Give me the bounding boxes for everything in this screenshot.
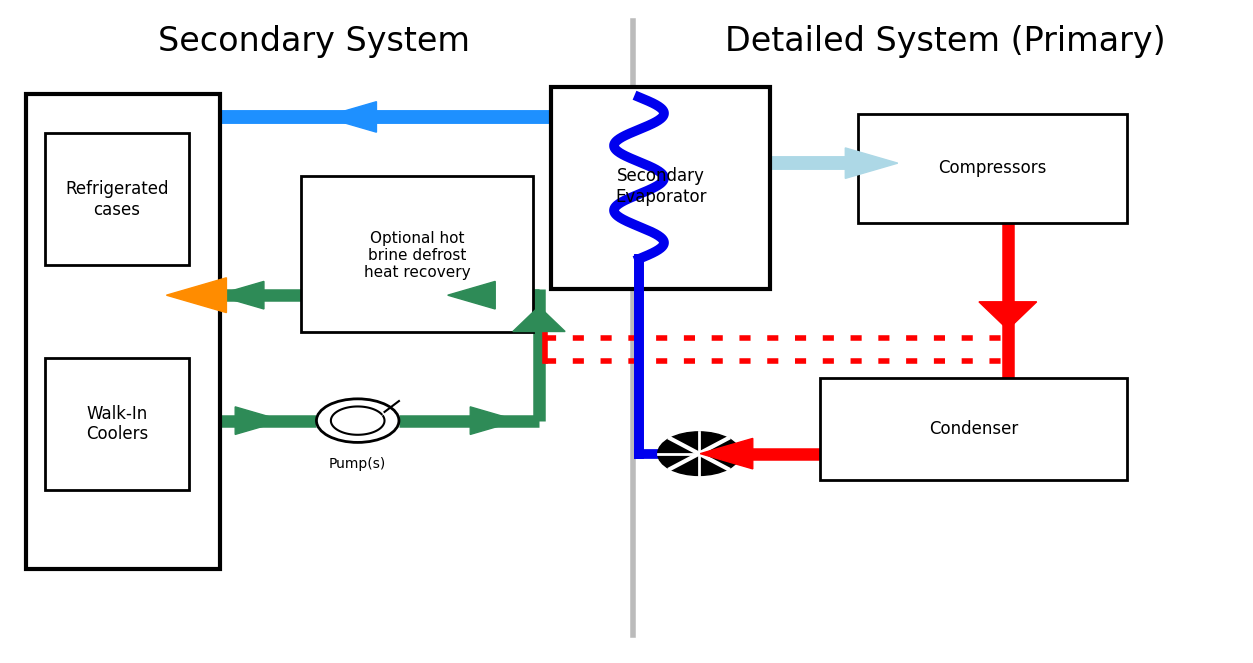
Bar <box>45 133 189 265</box>
Text: Optional hot
brine defrost
heat recovery: Optional hot brine defrost heat recovery <box>363 231 470 280</box>
Circle shape <box>317 399 398 442</box>
Text: Compressors: Compressors <box>938 158 1046 177</box>
Bar <box>821 378 1126 480</box>
Polygon shape <box>217 281 264 309</box>
Text: Walk-In
Coolers: Walk-In Coolers <box>86 404 148 444</box>
Polygon shape <box>700 438 753 469</box>
Polygon shape <box>325 101 376 132</box>
Polygon shape <box>470 407 517 434</box>
Text: Secondary System: Secondary System <box>158 25 470 58</box>
Bar <box>302 176 533 332</box>
Bar <box>858 113 1126 223</box>
Text: Detailed System (Primary): Detailed System (Primary) <box>725 25 1165 58</box>
Polygon shape <box>512 306 565 332</box>
Polygon shape <box>236 407 283 434</box>
Text: Condenser: Condenser <box>928 420 1017 438</box>
Bar <box>26 94 221 569</box>
Polygon shape <box>447 281 495 309</box>
Polygon shape <box>846 148 898 178</box>
Circle shape <box>658 432 741 475</box>
Polygon shape <box>167 278 227 313</box>
Polygon shape <box>979 302 1036 330</box>
Text: Secondary
Evaporator: Secondary Evaporator <box>615 167 707 206</box>
Text: Refrigerated
cases: Refrigerated cases <box>65 180 169 219</box>
Text: Pump(s): Pump(s) <box>330 457 386 471</box>
Bar <box>45 358 189 490</box>
Bar <box>551 88 771 288</box>
